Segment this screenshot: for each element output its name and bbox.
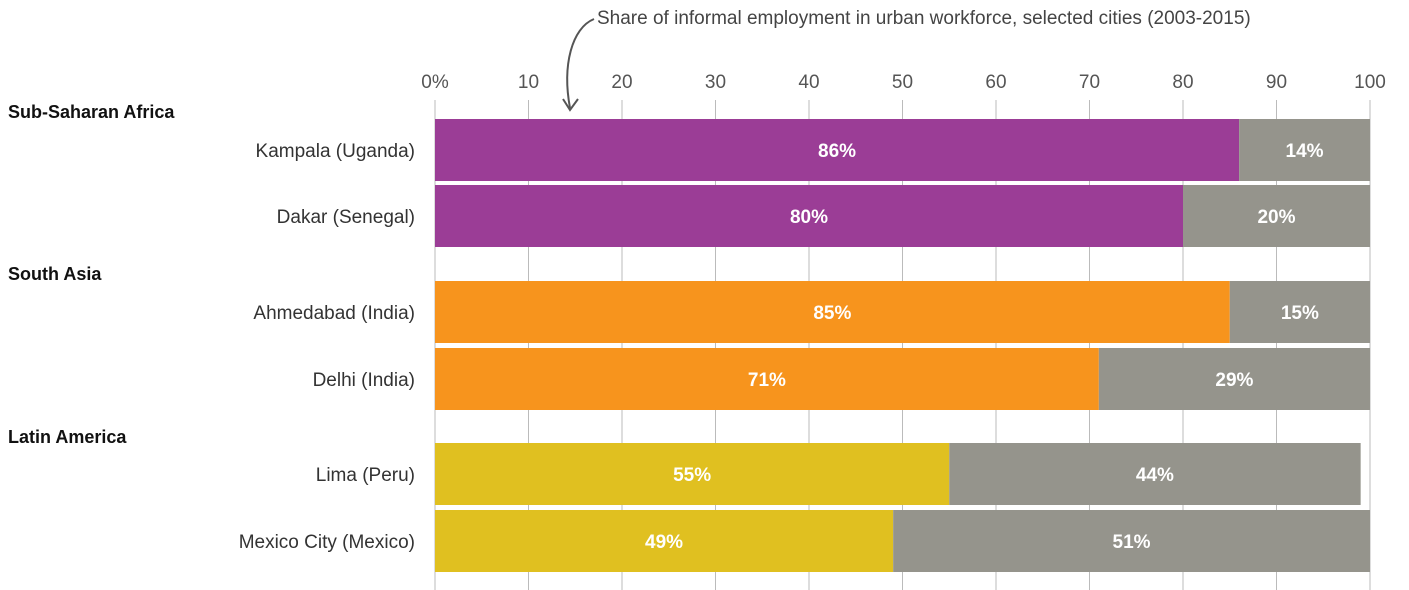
x-tick-label: 100: [1354, 72, 1386, 93]
region-label: Sub-Saharan Africa: [8, 102, 175, 122]
bar-informal-label: 49%: [645, 532, 683, 553]
city-label: Mexico City (Mexico): [239, 532, 415, 553]
bar-informal-label: 55%: [673, 465, 711, 486]
bar-other-label: 44%: [1136, 465, 1174, 486]
bar-informal-label: 71%: [748, 370, 786, 391]
bar-informal-label: 86%: [818, 141, 856, 162]
bar-other-label: 51%: [1113, 532, 1151, 553]
bar-other: [1239, 119, 1370, 181]
bar-other-label: 29%: [1215, 370, 1253, 391]
city-label: Delhi (India): [313, 370, 415, 391]
bar-other: [1229, 281, 1370, 343]
bar-other: [1098, 348, 1370, 410]
x-tick-label: 50: [892, 72, 913, 93]
bar-informal: [435, 119, 1240, 181]
x-tick-label: 0%: [421, 72, 449, 93]
chart-title-group: Share of informal employment in urban wo…: [562, 8, 1251, 112]
bar-informal: [435, 510, 894, 572]
bar-other-label: 15%: [1281, 303, 1319, 324]
x-tick-label: 70: [1079, 72, 1100, 93]
bar-informal-label: 80%: [790, 207, 828, 228]
region-label: Latin America: [8, 427, 127, 447]
city-label: Ahmedabad (India): [253, 303, 415, 324]
bar-other-label: 14%: [1286, 141, 1324, 162]
bar-informal: [435, 281, 1230, 343]
labels: 0% 10 20 30 40 50 60 70 80 90 100 Sub-Saharan Afric…: [8, 72, 1386, 553]
x-tick-label: 20: [611, 72, 632, 93]
bar-other-label: 20%: [1257, 207, 1295, 228]
bar-informal: [435, 443, 950, 505]
bar-informal-label: 85%: [813, 303, 851, 324]
city-label: Lima (Peru): [316, 465, 415, 486]
chart-title: Share of informal employment in urban wo…: [597, 8, 1251, 29]
x-tick-label: 80: [1172, 72, 1193, 93]
title-arrow-icon: [566, 18, 595, 109]
bar-informal: [435, 348, 1099, 410]
gridlines: [434, 100, 1371, 590]
x-tick-label: 40: [798, 72, 819, 93]
title-arrowhead-icon: [562, 98, 579, 112]
region-label: South Asia: [8, 264, 102, 284]
bar-other: [1183, 185, 1370, 247]
x-tick-label: 10: [518, 72, 539, 93]
x-tick-label: 30: [705, 72, 726, 93]
bar-informal: [435, 185, 1183, 247]
x-tick-label: 90: [1266, 72, 1287, 93]
city-label: Kampala (Uganda): [256, 141, 415, 162]
bars: [435, 119, 1370, 572]
city-label: Dakar (Senegal): [277, 207, 415, 228]
bar-other: [893, 510, 1370, 572]
x-tick-label: 60: [985, 72, 1006, 93]
bar-other: [949, 443, 1361, 505]
